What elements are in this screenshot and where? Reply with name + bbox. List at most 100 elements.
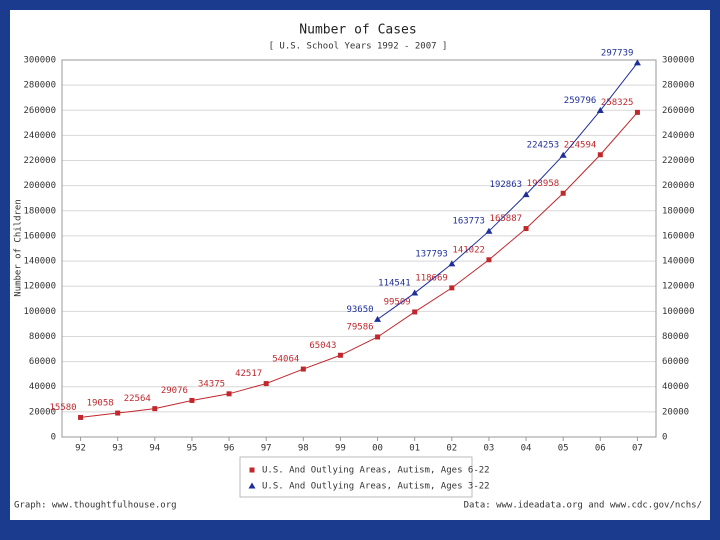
- x-tick-label: 04: [521, 444, 532, 454]
- data-label: 19058: [87, 399, 114, 409]
- data-label: 258325: [601, 98, 634, 108]
- footer-left: Graph: www.thoughtfulhouse.org: [14, 501, 177, 511]
- point-marker: [633, 59, 641, 66]
- point-marker: [448, 260, 456, 267]
- y-tick-label: 100000: [23, 307, 56, 317]
- legend-label: U.S. And Outlying Areas, Autism, Ages 6-…: [262, 466, 490, 476]
- y-tick-label: 140000: [23, 257, 56, 267]
- point-marker: [411, 289, 419, 296]
- y-tick-label: 220000: [23, 156, 56, 166]
- data-label: 165887: [490, 214, 523, 224]
- point-marker: [522, 191, 530, 198]
- y-tick-label: 180000: [23, 206, 56, 216]
- point-marker: [374, 315, 382, 322]
- point-marker: [485, 227, 493, 234]
- y-tick-label: 240000: [23, 131, 56, 141]
- x-tick-label: 95: [187, 444, 198, 454]
- chart-title: Number of Cases: [299, 23, 416, 38]
- point-marker: [449, 285, 455, 291]
- y-tick-label: 280000: [23, 81, 56, 91]
- series-line: [377, 62, 638, 320]
- y2-tick-label: 240000: [662, 131, 695, 141]
- data-label: 224253: [527, 141, 560, 151]
- point-marker: [226, 391, 232, 397]
- data-label: 15580: [49, 403, 76, 413]
- point-marker: [560, 190, 566, 196]
- y-tick-label: 80000: [29, 332, 56, 342]
- point-marker: [189, 397, 195, 403]
- data-label: 259796: [564, 96, 597, 106]
- data-label: 193958: [527, 179, 560, 189]
- data-label: 224594: [564, 140, 597, 150]
- y2-tick-label: 140000: [662, 257, 695, 267]
- point-marker: [78, 414, 84, 420]
- data-label: 54064: [272, 355, 299, 365]
- y-tick-label: 60000: [29, 357, 56, 367]
- point-marker: [523, 226, 529, 232]
- legend-label: U.S. And Outlying Areas, Autism, Ages 3-…: [262, 482, 490, 492]
- point-marker: [300, 366, 306, 372]
- x-tick-label: 96: [224, 444, 235, 454]
- point-marker: [559, 151, 567, 158]
- y-axis-label: Number of Children: [14, 199, 24, 297]
- point-marker: [634, 109, 640, 115]
- y2-tick-label: 100000: [662, 307, 695, 317]
- y-tick-label: 120000: [23, 282, 56, 292]
- data-label: 34375: [198, 379, 225, 389]
- data-label: 93650: [346, 305, 373, 315]
- plot-frame: [61, 59, 657, 438]
- x-tick-label: 02: [446, 444, 457, 454]
- data-label: 79586: [346, 322, 373, 332]
- y2-tick-label: 120000: [662, 282, 695, 292]
- point-marker: [375, 334, 381, 340]
- point-marker: [597, 152, 603, 158]
- x-tick-label: 01: [409, 444, 420, 454]
- point-marker: [152, 406, 158, 412]
- data-label: 42517: [235, 369, 262, 379]
- point-marker: [596, 107, 604, 114]
- y2-tick-label: 220000: [662, 156, 695, 166]
- y2-tick-label: 280000: [662, 81, 695, 91]
- footer-right: Data: www.ideadata.org and www.cdc.gov/n…: [464, 501, 702, 511]
- y2-tick-label: 40000: [662, 382, 689, 392]
- y-tick-label: 40000: [29, 382, 56, 392]
- y-tick-label: 0: [51, 433, 56, 443]
- panel: [10, 10, 710, 520]
- legend-marker: [249, 467, 255, 473]
- y-tick-label: 300000: [23, 56, 56, 66]
- x-tick-label: 05: [558, 444, 569, 454]
- y-tick-label: 200000: [23, 181, 56, 191]
- x-tick-label: 98: [298, 444, 309, 454]
- x-tick-label: 97: [261, 444, 272, 454]
- x-tick-label: 00: [372, 444, 383, 454]
- x-tick-label: 92: [75, 444, 86, 454]
- y2-tick-label: 160000: [662, 231, 695, 241]
- x-tick-label: 94: [149, 444, 160, 454]
- data-label: 29076: [161, 386, 188, 396]
- data-label: 65043: [309, 341, 336, 351]
- y2-tick-label: 20000: [662, 407, 689, 417]
- series-line: [80, 112, 638, 418]
- data-label: 297739: [601, 48, 634, 58]
- y2-tick-label: 80000: [662, 332, 689, 342]
- point-marker: [115, 410, 121, 416]
- x-tick-label: 03: [484, 444, 495, 454]
- y2-tick-label: 260000: [662, 106, 695, 116]
- legend: [239, 456, 473, 498]
- point-marker: [263, 381, 269, 387]
- data-label: 137793: [415, 249, 448, 259]
- y2-tick-label: 200000: [662, 181, 695, 191]
- x-tick-label: 93: [112, 444, 123, 454]
- y-tick-label: 20000: [29, 407, 56, 417]
- x-tick-label: 99: [335, 444, 346, 454]
- y-tick-label: 260000: [23, 106, 56, 116]
- x-tick-label: 06: [595, 444, 606, 454]
- data-label: 118669: [415, 273, 448, 283]
- data-label: 141022: [452, 245, 485, 255]
- chart-subtitle: [ U.S. School Years 1992 - 2007 ]: [269, 42, 448, 52]
- point-marker: [412, 309, 418, 315]
- y2-tick-label: 300000: [662, 56, 695, 66]
- y-tick-label: 160000: [23, 231, 56, 241]
